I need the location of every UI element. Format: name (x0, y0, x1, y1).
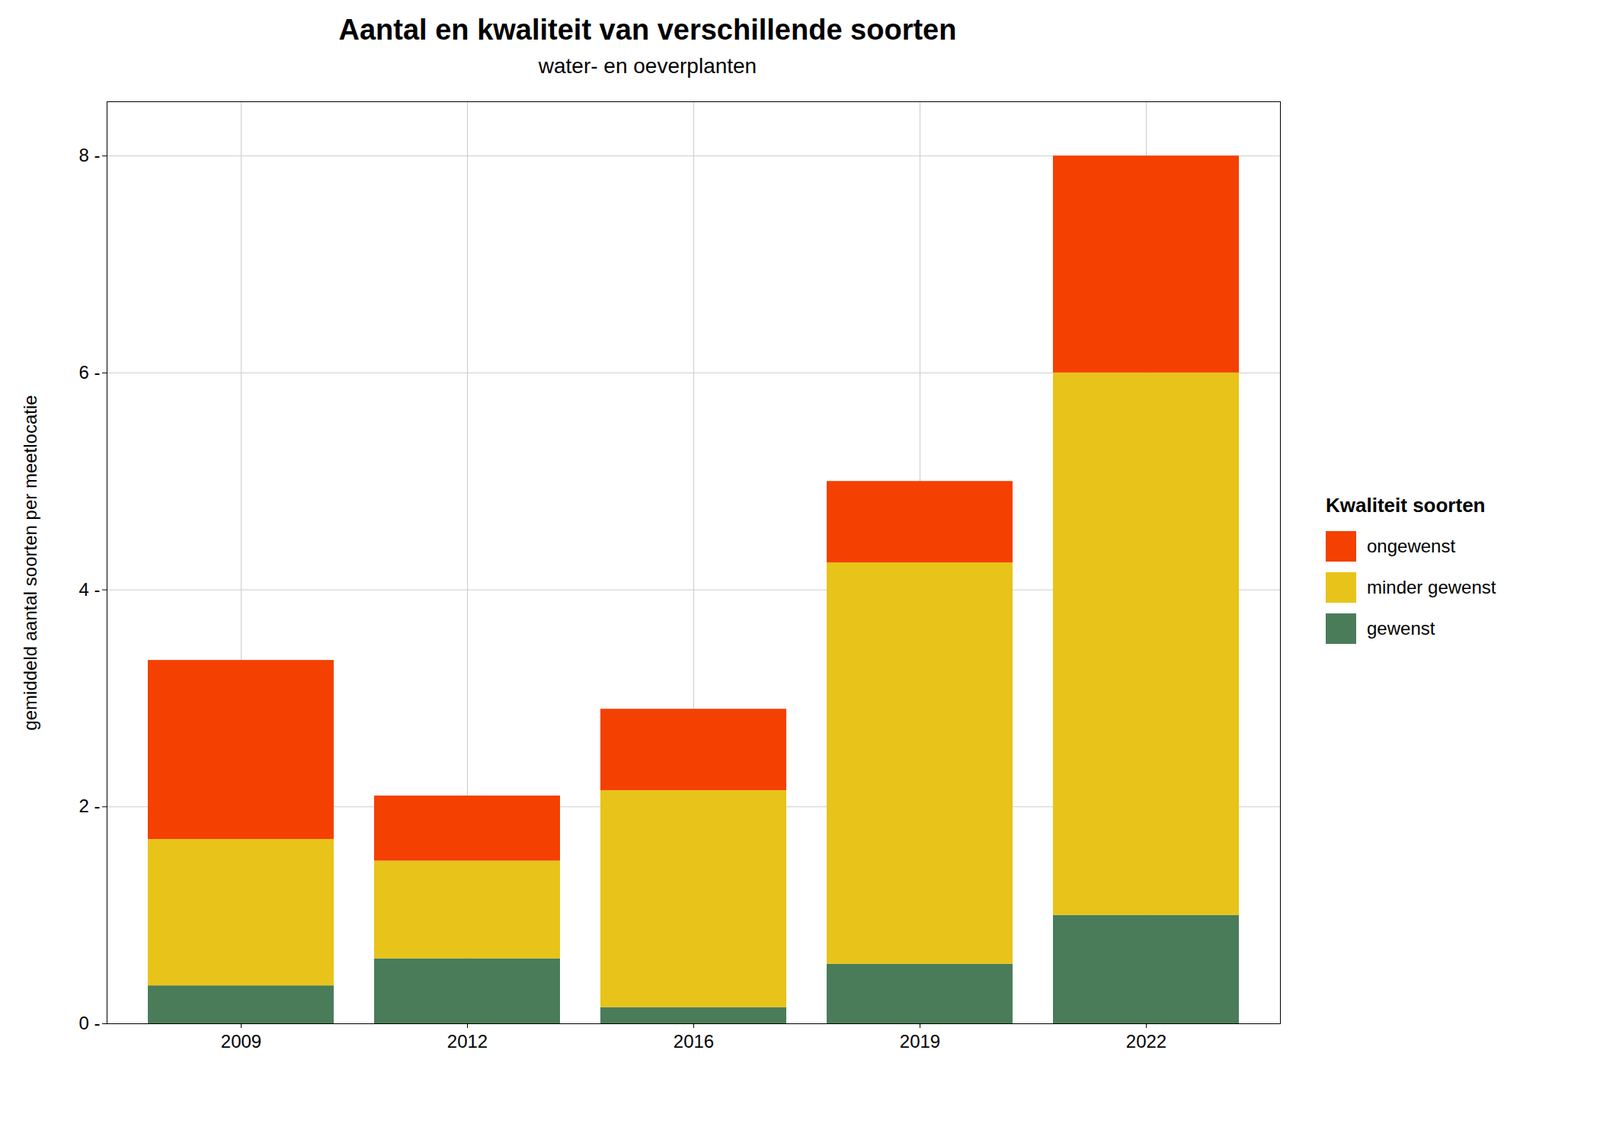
svg-text:gemiddeld aantal soorten per m: gemiddeld aantal soorten per meetlocatie (19, 394, 41, 730)
svg-text:2016: 2016 (673, 1030, 714, 1052)
svg-text:2009: 2009 (220, 1030, 262, 1052)
svg-text:2 -: 2 - (78, 795, 100, 816)
svg-text:4 -: 4 - (78, 579, 100, 600)
html-text:ongewenst: ongewenst (1366, 535, 1456, 556)
html-text:minder gewenst: minder gewenst (1366, 576, 1496, 597)
html-text:water- en oeverplanten: water- en oeverplanten (538, 54, 757, 78)
svg-text:2022: 2022 (1126, 1030, 1167, 1052)
html-text:Aantal en kwaliteit van versch: Aantal en kwaliteit van verschillende so… (338, 13, 957, 46)
html-text:gewenst: gewenst (1366, 617, 1435, 639)
svg-text:6 -: 6 - (78, 361, 100, 383)
svg-text:0 -: 0 - (78, 1012, 100, 1034)
svg-text:2019: 2019 (899, 1030, 941, 1052)
html-text:Kwaliteit soorten: Kwaliteit soorten (1325, 493, 1486, 517)
svg-text:2012: 2012 (447, 1030, 488, 1052)
svg-text:8 -: 8 - (78, 144, 100, 166)
